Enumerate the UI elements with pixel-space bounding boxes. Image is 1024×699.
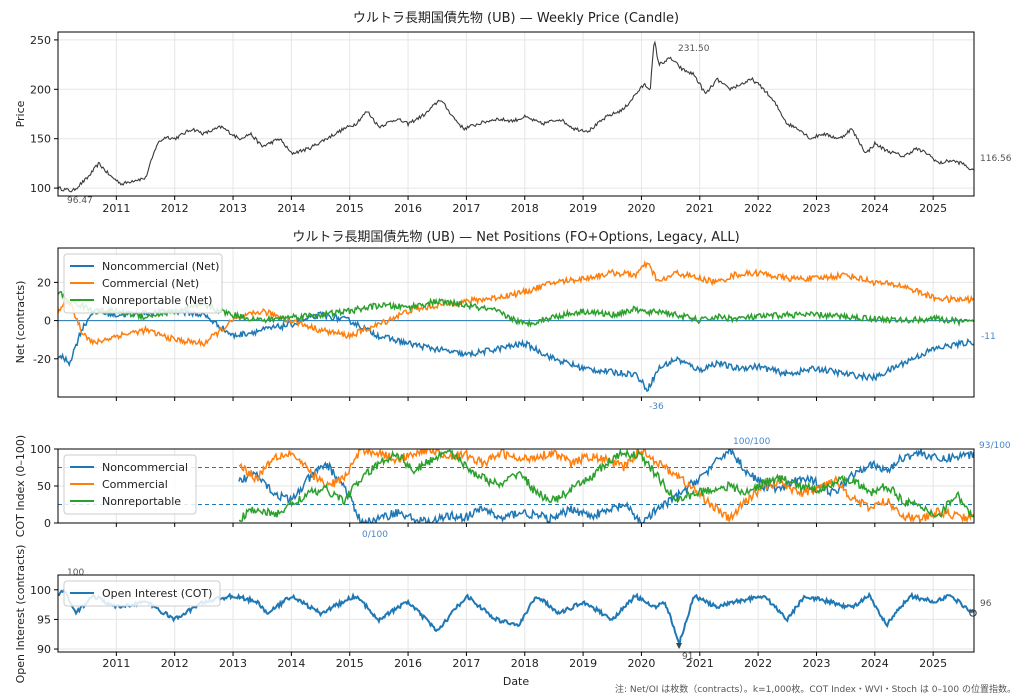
y-tick-label: -20 <box>33 353 51 366</box>
x-tick-label: 2011 <box>102 202 130 215</box>
y-tick-label: 20 <box>37 276 51 289</box>
legend-label: Noncommercial <box>102 461 188 474</box>
x-tick-label: 2022 <box>744 202 772 215</box>
x-tick-label: 2025 <box>919 657 947 670</box>
x-tick-label: 2021 <box>686 657 714 670</box>
x-tick-label: 2013 <box>219 657 247 670</box>
y-axis-label: Net (contracts) <box>14 281 27 364</box>
y-tick-label: 100 <box>30 443 51 456</box>
legend: Noncommercial (Net) Commercial (Net) Nonre… <box>63 253 223 314</box>
x-tick-label: 2025 <box>919 202 947 215</box>
x-tick-label: 2019 <box>569 202 597 215</box>
x-tick-label: 2020 <box>627 202 655 215</box>
x-tick-label: 2021 <box>686 202 714 215</box>
x-tick-label: 2023 <box>802 657 830 670</box>
legend-label: Noncommercial (Net) <box>102 260 219 273</box>
legend: Noncommercial Commercial Nonreportable <box>63 454 197 515</box>
last-value-marker <box>969 609 977 617</box>
x-tick-label: 2024 <box>861 657 889 670</box>
y-axis-label: Price <box>14 100 27 127</box>
grid <box>58 575 974 652</box>
min-marker <box>676 643 682 649</box>
y-tick-label: 100 <box>30 584 51 597</box>
legend-label: Commercial (Net) <box>102 277 199 290</box>
plot-frame <box>57 31 975 197</box>
x-tick-label: 2024 <box>861 202 889 215</box>
x-tick-label: 2014 <box>277 202 305 215</box>
y-tick-label: 50 <box>37 480 51 493</box>
y-tick-label: 150 <box>30 133 51 146</box>
y-tick-label: 200 <box>30 83 51 96</box>
panel-title: ウルトラ長期国債先物 (UB) — Net Positions (FO+Opti… <box>292 230 739 245</box>
annotation-label: 100 <box>67 568 84 578</box>
panel-1: ウルトラ長期国債先物 (UB) — Weekly Price (Candle) 1… <box>14 11 975 215</box>
legend-label: Commercial <box>102 478 168 491</box>
series-line-nonreportable <box>238 449 974 523</box>
series-line-price <box>58 40 974 193</box>
panel-title: ウルトラ長期国債先物 (UB) — Weekly Price (Candle) <box>353 11 679 26</box>
x-tick-label: 2020 <box>627 657 655 670</box>
series-line-commercial-net- <box>58 259 974 348</box>
y-tick-label: 0 <box>44 517 51 530</box>
annotation-label: -36 <box>649 402 664 412</box>
x-tick-label: 2019 <box>569 657 597 670</box>
legend-box <box>63 454 197 515</box>
annotation-label: 116.56 <box>980 154 1012 164</box>
y-tick-label: 90 <box>37 643 51 656</box>
annotation-label: 100/100 <box>733 437 771 447</box>
x-tick-label: 2012 <box>161 657 189 670</box>
annotation-label: -11 <box>981 332 996 342</box>
x-tick-label: 2011 <box>102 657 130 670</box>
annotation-label: 0/100 <box>362 530 388 540</box>
x-tick-label: 2017 <box>452 657 480 670</box>
annotation-label: 93/100 <box>979 441 1011 451</box>
annotation-label: 96.47 <box>67 196 93 206</box>
x-tick-label: 2022 <box>744 657 772 670</box>
legend-label: Open Interest (COT) <box>102 587 212 600</box>
y-tick-label: 95 <box>37 613 51 626</box>
x-tick-label: 2015 <box>336 202 364 215</box>
x-tick-label: 2013 <box>219 202 247 215</box>
y-tick-label: 250 <box>30 34 51 47</box>
legend-label: Nonreportable <box>102 495 181 508</box>
panel-4: 90 95 100 2011 2012 2013 2014 2015 2016 2017 2018 2… <box>14 545 975 688</box>
x-axis-label: Date <box>503 675 530 688</box>
legend-box <box>63 253 223 314</box>
grid <box>58 32 974 196</box>
x-tick-label: 2018 <box>511 657 539 670</box>
series-line-noncommercial-net- <box>58 306 974 393</box>
y-axis-label: Open Interest (contracts) <box>14 545 27 684</box>
y-tick-label: 0 <box>44 315 51 328</box>
plot-frame <box>57 247 975 398</box>
legend: Open Interest (COT) <box>63 580 221 607</box>
x-tick-label: 2016 <box>394 202 422 215</box>
x-tick-label: 2015 <box>336 657 364 670</box>
legend-box <box>63 580 221 607</box>
panel-2: ウルトラ長期国債先物 (UB) — Net Positions (FO+Opti… <box>14 230 975 401</box>
x-tick-label: 2012 <box>161 202 189 215</box>
x-tick-label: 2014 <box>277 657 305 670</box>
series-line-commercial <box>238 449 974 523</box>
x-tick-label: 2018 <box>511 202 539 215</box>
series-line-noncommercial <box>238 449 974 523</box>
x-tick-label: 2023 <box>802 202 830 215</box>
plot-frame <box>57 448 975 524</box>
plot-frame <box>57 574 975 653</box>
annotation-label: 91 <box>682 652 693 662</box>
y-tick-label: 100 <box>30 182 51 195</box>
footnote: 注: Net/OI は枚数（contracts）。k=1,000枚。COT In… <box>615 683 1016 695</box>
x-tick-label: 2017 <box>452 202 480 215</box>
annotation-label: 96 <box>980 599 992 609</box>
annotation-label: 231.50 <box>678 44 710 54</box>
x-tick-label: 2016 <box>394 657 422 670</box>
y-axis-label: COT Index (0–100) <box>14 435 27 537</box>
legend-label: Nonreportable (Net) <box>102 294 212 307</box>
